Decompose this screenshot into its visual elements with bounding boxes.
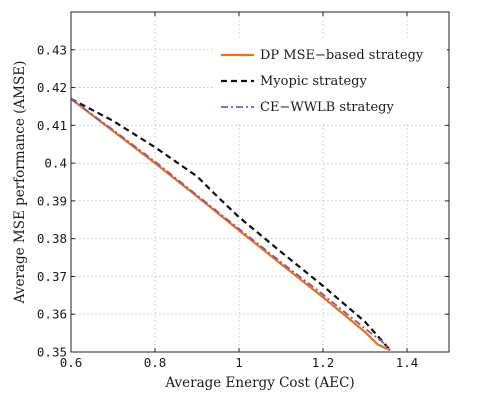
y-tick-label: 0.38 [37,231,67,246]
x-tick-label: 1.2 [312,355,335,370]
y-tick-label: 0.36 [37,307,67,322]
series-line-2 [70,98,391,351]
y-tick-label: 0.41 [37,118,67,133]
y-tick-label: 0.37 [37,269,67,284]
y-tick-label: 0.39 [37,193,67,208]
series-lines [70,97,392,352]
y-tick-labels: 0.35 0.36 0.37 0.38 0.39 0.4 0.41 0.42 0.43 [37,42,67,359]
x-axis-title: Average Energy Cost (AEC) [164,375,354,391]
legend: DP MSE−based strategy Myopic strategy CE… [213,40,447,124]
x-tick-label: 0.8 [144,355,167,370]
y-tick-label: 0.42 [37,80,67,95]
axis-ticks [70,12,449,353]
series-line-1 [70,97,392,351]
x-tick-label: 0.6 [60,355,83,370]
x-tick-labels: 0.6 0.8 1 1.2 1.4 [60,355,419,370]
x-tick-label: 1.4 [396,355,419,370]
y-tick-label: 0.43 [37,42,67,57]
plot-frame [70,11,450,353]
y-axis-title: Average MSE performance (AMSE) [12,61,28,305]
series-line-0 [70,98,391,352]
y-tick-label: 0.35 [37,345,67,360]
legend-label-dp-mse: DP MSE−based strategy [260,48,424,63]
legend-label-myopic: Myopic strategy [260,74,367,89]
x-tick-label: 1 [235,355,243,370]
legend-label-ce-wwlb: CE−WWLB strategy [260,100,394,115]
y-tick-label: 0.4 [44,156,67,171]
